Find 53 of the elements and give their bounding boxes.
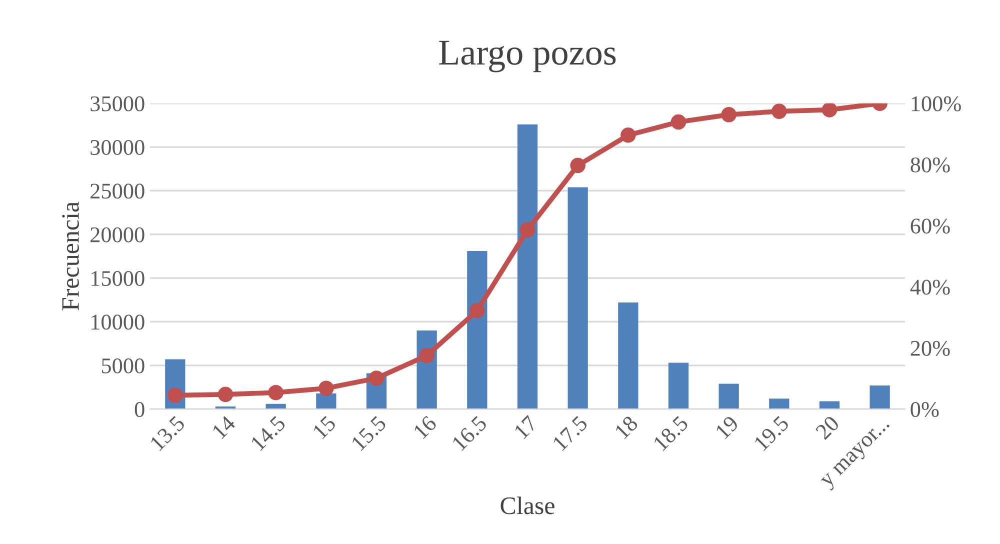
point xyxy=(419,348,434,364)
chart-title: Largo pozos xyxy=(439,40,616,72)
x-tick-label: 17 xyxy=(514,414,538,440)
x-tick-label: 18 xyxy=(614,415,639,440)
point xyxy=(368,370,384,386)
y-tick-label: 0 xyxy=(134,402,144,418)
point xyxy=(670,114,686,130)
bar xyxy=(870,386,890,410)
bar xyxy=(769,398,790,410)
x-tick-label: 14.5 xyxy=(250,415,286,452)
point xyxy=(772,104,787,119)
point xyxy=(168,388,183,403)
point xyxy=(520,222,536,238)
y-tick-label: 25000 xyxy=(90,184,144,199)
bar xyxy=(819,401,840,410)
bar xyxy=(517,124,538,410)
y-axis-title: Frecuencia xyxy=(62,202,79,310)
x-tick-label: 15 xyxy=(312,415,337,440)
bar xyxy=(718,384,739,410)
x-axis-title: Clase xyxy=(500,496,554,514)
point xyxy=(570,158,586,174)
x-tick-label: 16.5 xyxy=(452,415,488,452)
y2-tick-label: 40% xyxy=(910,280,950,295)
x-tick-label: 16 xyxy=(413,414,438,440)
point xyxy=(218,386,234,402)
bar xyxy=(568,187,588,410)
y2-tick-label: 20% xyxy=(910,340,950,356)
x-tick-label: 19 xyxy=(715,415,740,440)
x-tick-label: 18.5 xyxy=(652,415,690,452)
x-tick-label: 13.5 xyxy=(150,415,186,452)
y-tick-label: 5000 xyxy=(102,358,144,374)
y-tick-label: 20000 xyxy=(90,227,144,242)
y2-tick-label: 100% xyxy=(912,96,961,112)
y-tick-label: 30000 xyxy=(90,140,144,155)
x-tick-label: 15.5 xyxy=(350,415,388,452)
point xyxy=(822,103,838,118)
bar xyxy=(618,302,638,410)
y2-tick-label: 60% xyxy=(910,218,950,234)
y-tick-label: 15000 xyxy=(92,270,144,286)
y2-tick-label: 0% xyxy=(910,402,939,418)
x-tick-label: 17.5 xyxy=(552,415,588,452)
point xyxy=(268,384,284,400)
point xyxy=(721,107,736,122)
y-tick-label: 35000 xyxy=(90,96,144,112)
bar xyxy=(668,362,689,410)
point xyxy=(318,380,334,396)
point xyxy=(620,128,636,143)
x-tick-label: 19.5 xyxy=(754,415,790,452)
point xyxy=(470,303,485,318)
y2-tick-label: 80% xyxy=(910,157,950,173)
y-tick-label: 10000 xyxy=(92,314,144,330)
bar xyxy=(467,250,488,410)
x-tick-label: 14 xyxy=(212,414,236,440)
